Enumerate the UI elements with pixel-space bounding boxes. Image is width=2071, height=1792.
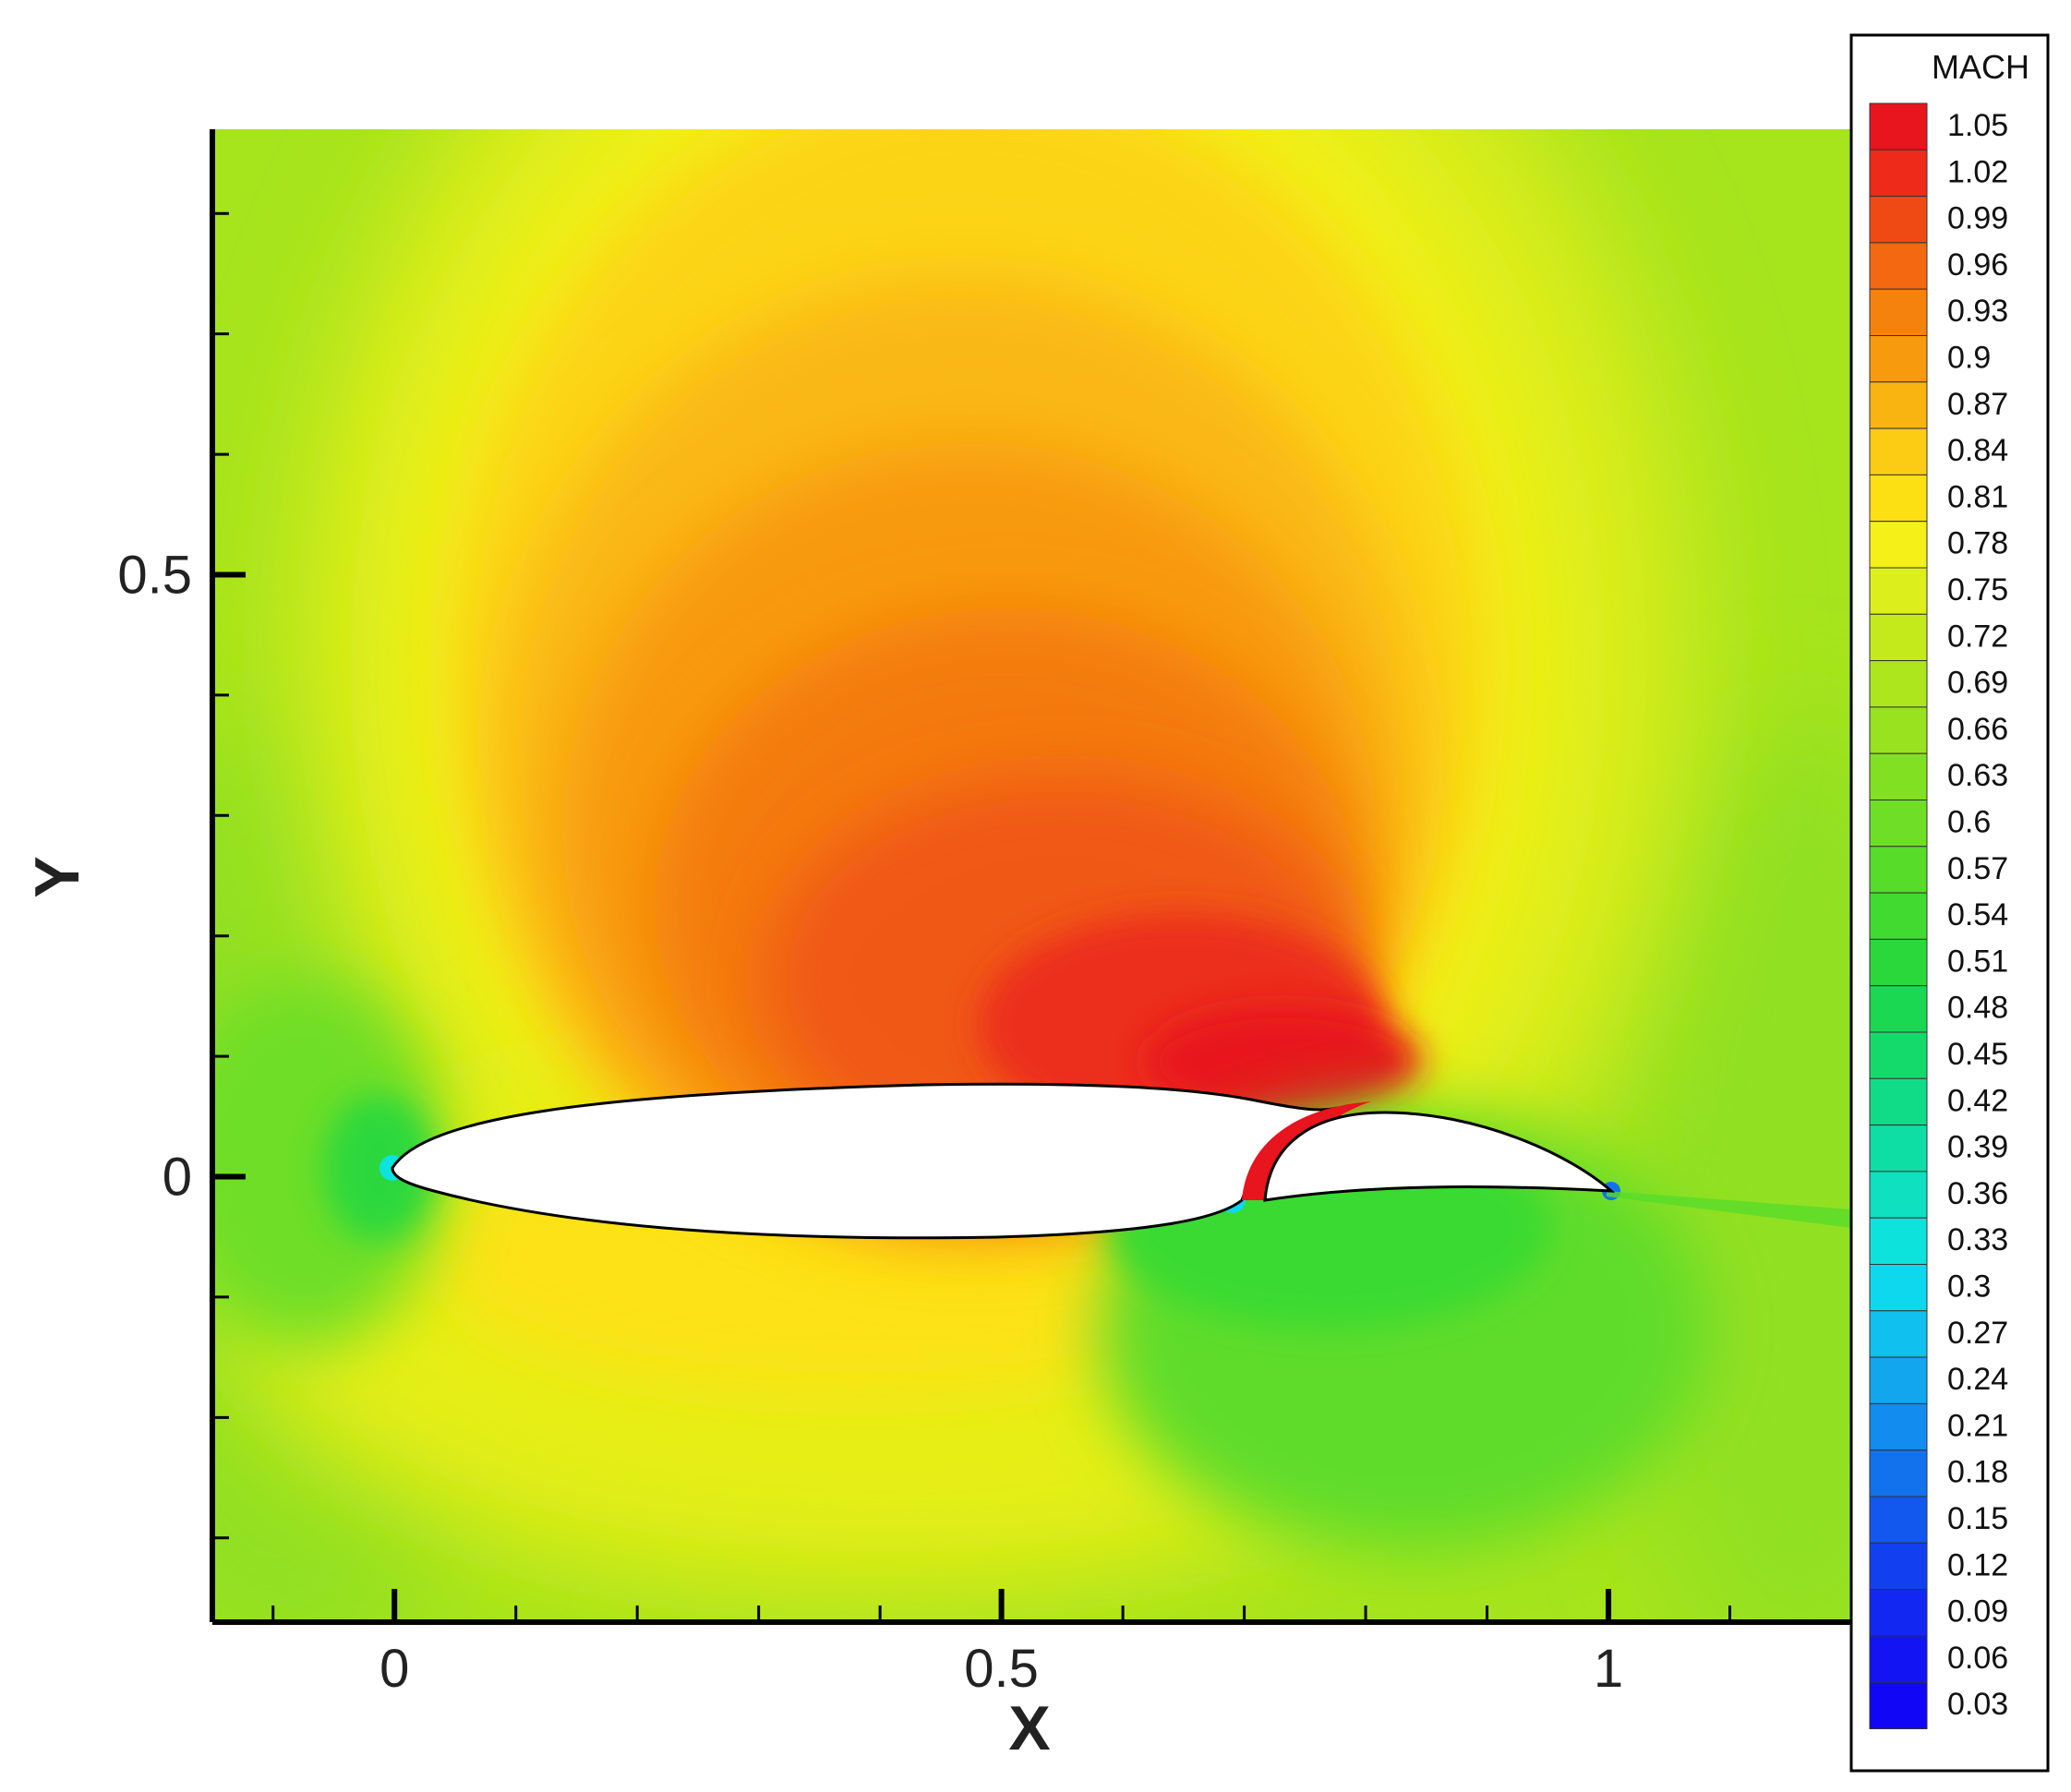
colorbar-label: 0.3: [1947, 1269, 1991, 1305]
colorbar-swatch: [1869, 1589, 1928, 1637]
colorbar-label: 0.75: [1947, 572, 2008, 607]
colorbar-label: 0.78: [1947, 526, 2008, 561]
colorbar-label: 0.81: [1947, 479, 2008, 514]
axis-ticks: 0 0.5 1 0 0.5: [117, 211, 1853, 1699]
x-tick-label: 0.5: [964, 1639, 1039, 1699]
colorbar-legend: MACH 1.05 1.02 0.99 0.96 0.93 0.9 0.87 0.84 0.81…: [1849, 33, 2050, 1773]
colorbar-label: 0.45: [1947, 1037, 2008, 1072]
colorbar-swatch: [1869, 892, 1928, 940]
contour-field: [212, 129, 1851, 1622]
colorbar-label: 0.42: [1947, 1083, 2008, 1118]
colorbar-swatch: [1869, 1542, 1928, 1591]
colorbar-label: 1.05: [1947, 108, 2008, 143]
colorbar-swatch: [1869, 567, 1928, 615]
colorbar-swatch: [1869, 1125, 1928, 1173]
colorbar-label: 0.9: [1947, 341, 1991, 376]
colorbar-swatch: [1869, 1356, 1928, 1404]
colorbar-swatch: [1869, 381, 1928, 429]
colorbar-label: 0.51: [1947, 944, 2008, 979]
colorbar-label: 0.57: [1947, 851, 2008, 886]
colorbar-swatch: [1869, 427, 1928, 475]
colorbar-label: 0.33: [1947, 1222, 2008, 1257]
colorbar-swatch: [1869, 1310, 1928, 1358]
colorbar-swatch: [1869, 613, 1928, 662]
colorbar-swatch: [1869, 938, 1928, 987]
colorbar-label: 0.93: [1947, 294, 2008, 329]
colorbar-swatch: [1869, 706, 1928, 754]
colorbar-title: MACH: [1932, 48, 2029, 86]
colorbar-swatch: [1869, 149, 1928, 198]
colorbar-label: 0.72: [1947, 619, 2008, 654]
colorbar-label: 0.21: [1947, 1408, 2008, 1443]
x-axis-label: X: [1008, 1693, 1050, 1763]
colorbar-label: 0.39: [1947, 1130, 2008, 1165]
colorbar-swatch: [1869, 242, 1928, 290]
y-tick-label: 0: [163, 1148, 192, 1208]
colorbar-swatch: [1869, 660, 1928, 708]
colorbar-swatch: [1869, 1171, 1928, 1219]
colorbar-label: 0.36: [1947, 1176, 2008, 1211]
colorbar-swatch: [1869, 1681, 1928, 1729]
colorbar-swatch: [1869, 752, 1928, 801]
colorbar-swatch: [1869, 1496, 1928, 1544]
colorbar-label: 0.6: [1947, 805, 1991, 840]
colorbar-label: 0.48: [1947, 991, 2008, 1026]
colorbar-swatch: [1869, 335, 1928, 383]
colorbar-swatch: [1869, 196, 1928, 244]
colorbar-label: 0.87: [1947, 387, 2008, 422]
flap: [1263, 1111, 1616, 1202]
colorbar-label: 0.96: [1947, 247, 2008, 283]
colorbar-label: 0.15: [1947, 1501, 2008, 1536]
axes: [210, 129, 1851, 1625]
colorbar-label: 0.12: [1947, 1547, 2008, 1582]
colorbar-swatch: [1869, 521, 1928, 569]
colorbar-label: 0.03: [1947, 1687, 2008, 1722]
colorbar-label: 0.18: [1947, 1455, 2008, 1490]
colorbar-swatch: [1869, 800, 1928, 848]
colorbar-label: 0.66: [1947, 712, 2008, 747]
colorbar-swatches: 1.05 1.02 0.99 0.96 0.93 0.9 0.87 0.84 0.81 0.78 0…: [1869, 102, 2008, 1729]
colorbar-label: 0.24: [1947, 1362, 2008, 1397]
colorbar-label: 0.99: [1947, 201, 2008, 236]
x-tick-label: 0: [379, 1639, 409, 1699]
y-tick-label: 0.5: [117, 545, 192, 605]
colorbar-swatch: [1869, 1635, 1928, 1683]
colorbar-label: 0.54: [1947, 897, 2008, 932]
colorbar-swatch: [1869, 1031, 1928, 1079]
colorbar-label: 1.02: [1947, 154, 2008, 189]
x-tick-label: 1: [1594, 1639, 1623, 1699]
y-axis-label: Y: [22, 856, 92, 897]
colorbar-label: 0.06: [1947, 1641, 2008, 1676]
colorbar-swatch: [1869, 288, 1928, 337]
colorbar-swatch: [1869, 1402, 1928, 1451]
colorbar-swatch: [1869, 1264, 1928, 1312]
colorbar-swatch: [1869, 474, 1928, 523]
colorbar-swatch: [1869, 102, 1928, 150]
colorbar-label: 0.69: [1947, 666, 2008, 701]
colorbar-label: 0.84: [1947, 433, 2008, 468]
colorbar-label: 0.09: [1947, 1594, 2008, 1630]
colorbar-swatch: [1869, 1077, 1928, 1126]
colorbar-swatch: [1869, 1449, 1928, 1497]
colorbar-label: 0.63: [1947, 758, 2008, 793]
colorbar-swatch: [1869, 1217, 1928, 1265]
colorbar-swatch: [1869, 846, 1928, 894]
colorbar-label: 0.27: [1947, 1316, 2008, 1351]
colorbar-swatch: [1869, 985, 1928, 1033]
